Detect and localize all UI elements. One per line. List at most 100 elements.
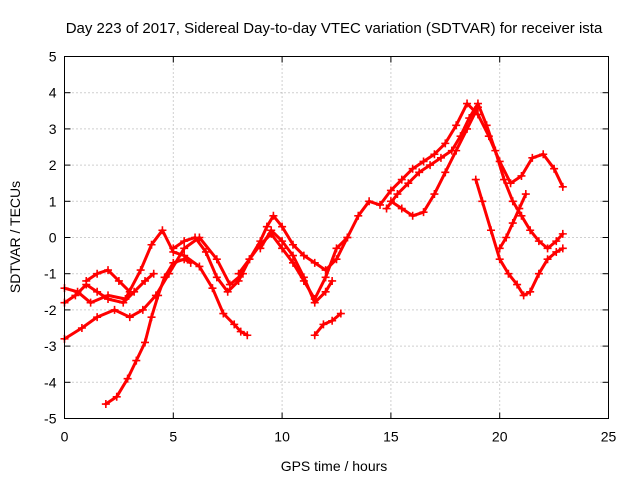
data-point (506, 179, 515, 188)
data-point (539, 150, 548, 159)
data-point (397, 175, 406, 184)
data-point (441, 168, 450, 177)
data-point (147, 240, 156, 249)
data-point (463, 99, 472, 108)
data-point (278, 222, 287, 231)
data-point (158, 226, 167, 235)
data-point (262, 222, 271, 231)
data-point (180, 237, 189, 246)
data-point (310, 298, 319, 307)
plot-frame (64, 56, 609, 419)
y-tick-label: -2 (44, 302, 57, 318)
data-point (504, 269, 513, 278)
data-point (321, 287, 330, 296)
data-point (558, 244, 567, 253)
data-point (125, 287, 134, 296)
data-point (234, 269, 243, 278)
data-point (415, 168, 424, 177)
data-point (169, 244, 178, 253)
data-point (114, 276, 123, 285)
data-point (441, 139, 450, 148)
data-point (508, 219, 517, 228)
data-point (278, 244, 287, 253)
data-point (180, 244, 189, 253)
series-arc-4 (82, 266, 134, 296)
data-point (543, 255, 552, 264)
y-tick-label: 3 (49, 121, 57, 137)
data-point (515, 204, 524, 213)
y-tick-label: -3 (44, 338, 57, 354)
data-point (452, 146, 461, 155)
data-point (154, 291, 163, 300)
data-point (354, 211, 363, 220)
series-arc-9 (310, 309, 345, 340)
data-point (486, 226, 495, 235)
data-point (463, 124, 472, 133)
data-point (495, 255, 504, 264)
data-point (132, 356, 141, 365)
data-point (169, 258, 178, 267)
y-tick-label: 4 (49, 85, 57, 101)
data-point (430, 150, 439, 159)
data-point (336, 309, 345, 318)
x-tick-label: 0 (61, 429, 69, 445)
data-point (310, 331, 319, 340)
data-point (419, 208, 428, 217)
data-point (365, 197, 374, 206)
data-point (269, 211, 278, 220)
data-point (104, 266, 113, 275)
data-point (147, 313, 156, 322)
data-point (191, 233, 200, 242)
data-point (112, 392, 121, 401)
data-point (104, 295, 113, 304)
grid-layer (64, 56, 609, 419)
data-point (141, 338, 150, 347)
data-point (436, 153, 445, 162)
series-line (474, 178, 565, 297)
series-arc-11 (386, 103, 482, 220)
data-point (149, 269, 158, 278)
data-point (278, 237, 287, 246)
y-tick-label: 1 (49, 193, 57, 209)
data-point (408, 164, 417, 173)
data-point (552, 237, 561, 246)
data-point (138, 305, 147, 314)
data-point (77, 324, 86, 332)
series-line (258, 228, 334, 305)
data-point (288, 240, 297, 249)
data-point (212, 255, 221, 264)
series-arc-7 (234, 229, 352, 304)
data-point (517, 171, 526, 180)
x-tick-label: 5 (169, 429, 177, 445)
data-point (376, 200, 385, 209)
series-line (63, 228, 249, 337)
series-line (313, 312, 343, 337)
data-point (528, 153, 537, 162)
data-point (473, 103, 482, 112)
x-tick-label: 10 (274, 429, 290, 445)
data-point (180, 255, 189, 264)
data-point (404, 179, 413, 188)
data-point (408, 211, 417, 220)
series-arc-5 (101, 255, 195, 409)
y-tick-label: -5 (44, 411, 57, 427)
data-point (256, 244, 265, 253)
data-point (419, 157, 428, 166)
series-arc-8 (256, 226, 337, 307)
data-point (397, 204, 406, 213)
data-point (125, 313, 134, 322)
data-point (393, 190, 402, 199)
data-point (71, 291, 80, 300)
y-axis-label: SDTVAR / TECUs (7, 181, 23, 293)
data-point (519, 291, 528, 300)
data-point (534, 269, 543, 278)
data-point (195, 262, 204, 271)
y-tick-label: -1 (44, 266, 57, 282)
data-point (502, 233, 511, 242)
data-point (310, 258, 319, 267)
data-point (321, 273, 330, 282)
data-point (208, 284, 217, 293)
data-point (332, 244, 341, 253)
data-point (212, 273, 221, 282)
series-arc-13 (495, 190, 530, 253)
